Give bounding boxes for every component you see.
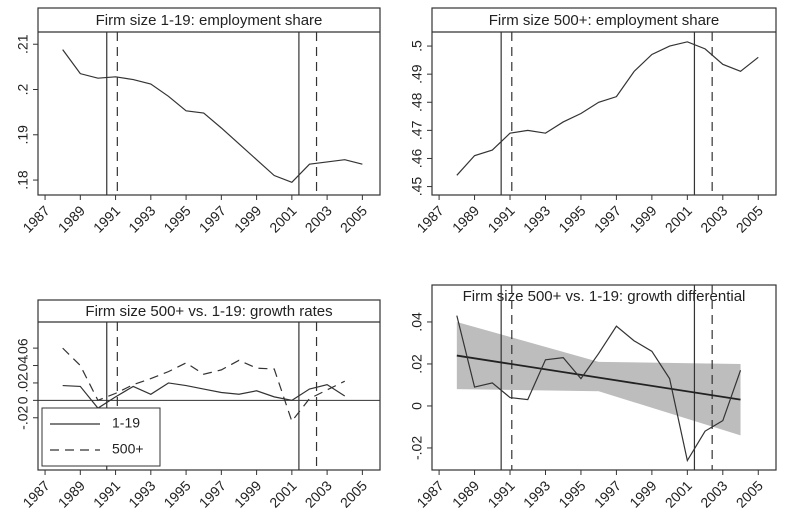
panel-title: Firm size 500+ vs. 1-19: growth differen…: [463, 288, 746, 305]
x-tick-label: 2001: [662, 202, 695, 235]
panel-frame: [431, 284, 777, 471]
panel-frame: [37, 299, 381, 471]
y-tick-label: .18: [15, 170, 31, 190]
x-tick-label: 2005: [337, 477, 370, 510]
x-tick-label: 2005: [733, 477, 766, 510]
legend-label: 500+: [112, 441, 144, 457]
x-tick-label: 1987: [413, 202, 446, 235]
y-tick-label: .04: [409, 312, 425, 332]
x-tick-label: 2003: [302, 477, 335, 510]
x-tick-label: 1995: [160, 202, 193, 235]
x-tick-label: 2005: [733, 202, 766, 235]
x-tick-label: 2001: [266, 202, 299, 235]
x-tick-label: 1993: [520, 202, 553, 235]
x-tick-label: 2001: [662, 477, 695, 510]
x-tick-label: 1989: [449, 477, 482, 510]
legend-label: 1-19: [112, 415, 140, 431]
x-tick-label: 2003: [697, 202, 730, 235]
x-tick-label: 1999: [231, 202, 264, 235]
x-tick-label: 1991: [90, 477, 123, 510]
y-tick-label: .49: [409, 64, 425, 84]
x-tick-label: 1989: [449, 202, 482, 235]
x-tick-label: 2001: [266, 477, 299, 510]
panel: Firm size 1-19: employment share .18 .19 .2…: [15, 7, 381, 236]
y-tick-label: .5: [409, 40, 425, 52]
y-tick-label: .02: [15, 373, 31, 393]
x-tick-label: 1997: [196, 477, 229, 510]
y-tick-label: .02: [409, 354, 425, 374]
y-tick-label: -.02: [409, 436, 425, 460]
panel-title: Firm size 1-19: employment share: [96, 12, 323, 29]
x-tick-label: 1989: [55, 202, 88, 235]
y-tick-label: .19: [15, 125, 31, 145]
x-tick-label: 2003: [697, 477, 730, 510]
x-tick-label: 1993: [125, 477, 158, 510]
panel-title: Firm size 500+: employment share: [489, 12, 720, 29]
x-tick-label: 1999: [626, 202, 659, 235]
x-tick-label: 2005: [337, 202, 370, 235]
x-tick-label: 1997: [591, 477, 624, 510]
x-tick-label: 1993: [125, 202, 158, 235]
x-tick-label: 1989: [55, 477, 88, 510]
panel-frame: [431, 7, 777, 196]
data-line: [62, 347, 346, 423]
panel: Firm size 500+ vs. 1-19: growth rates -.0…: [15, 299, 381, 511]
panel-frame: [37, 7, 381, 196]
data-line: [456, 315, 742, 463]
x-tick-label: 1991: [484, 477, 517, 510]
y-tick-label: 0: [409, 402, 425, 410]
panel: Firm size 500+ vs. 1-19: growth differen…: [409, 284, 777, 511]
y-tick-label: .21: [15, 34, 31, 54]
x-tick-label: 1995: [555, 477, 588, 510]
y-tick-label: .47: [409, 120, 425, 140]
x-tick-label: 1999: [231, 477, 264, 510]
x-tick-label: 1991: [90, 202, 123, 235]
y-tick-label: .2: [15, 83, 31, 95]
x-tick-label: 1993: [520, 477, 553, 510]
y-tick-label: 0: [15, 396, 31, 404]
legend-box: [41, 407, 161, 467]
panel-title: Firm size 500+ vs. 1-19: growth rates: [85, 303, 332, 320]
data-line: [62, 382, 346, 409]
x-tick-label: 1987: [19, 477, 52, 510]
data-line: [62, 49, 363, 184]
x-tick-label: 1995: [160, 477, 193, 510]
x-tick-label: 2003: [302, 202, 335, 235]
y-tick-label: .45: [409, 177, 425, 197]
x-tick-label: 1999: [626, 477, 659, 510]
y-tick-label: .04: [15, 356, 31, 376]
y-tick-label: .46: [409, 149, 425, 169]
y-tick-label: .06: [15, 338, 31, 358]
x-tick-label: 1997: [591, 202, 624, 235]
fit-line: [456, 354, 741, 401]
y-tick-label: .48: [409, 92, 425, 112]
confidence-band: [456, 321, 741, 436]
y-tick-label: -.02: [15, 405, 31, 429]
x-tick-label: 1987: [19, 202, 52, 235]
x-tick-label: 1995: [555, 202, 588, 235]
data-line: [456, 41, 759, 176]
x-tick-label: 1997: [196, 202, 229, 235]
panel: Firm size 500+: employment share .45 .46 .4…: [409, 7, 777, 236]
x-tick-label: 1987: [413, 477, 446, 510]
x-tick-label: 1991: [484, 202, 517, 235]
